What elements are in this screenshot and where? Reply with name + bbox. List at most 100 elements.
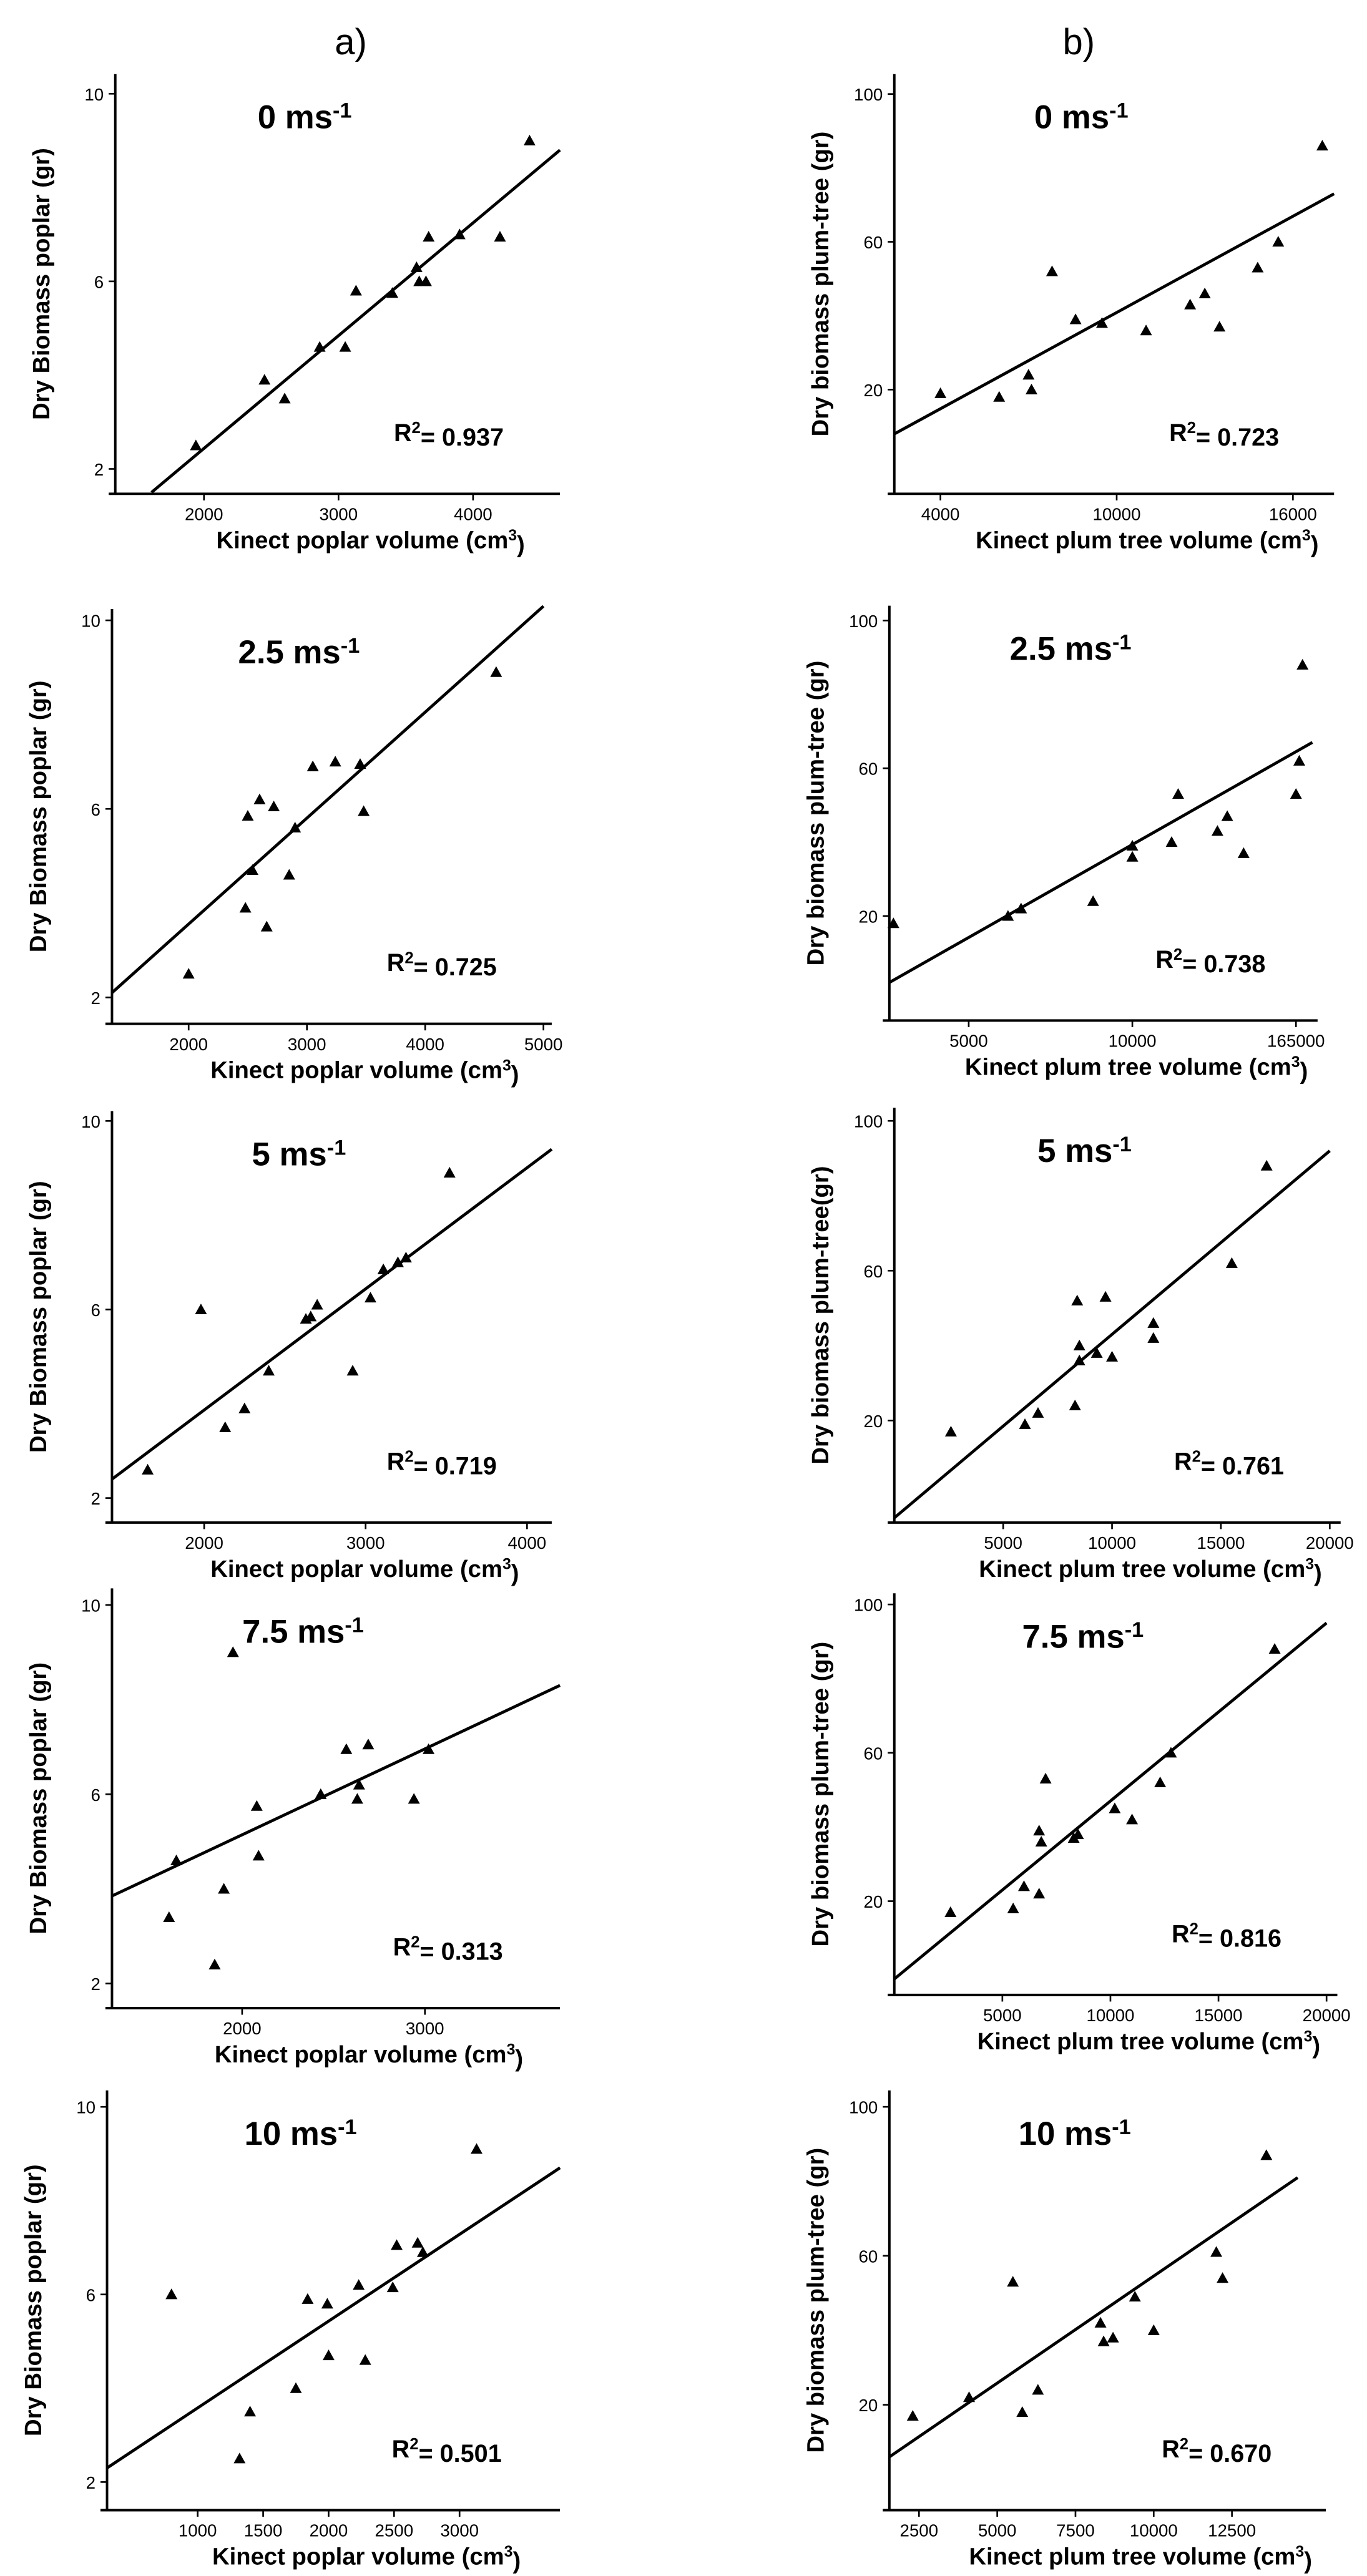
trend-line xyxy=(110,1148,553,1481)
y-tick-label: 2 xyxy=(94,460,104,479)
r2-annotation-part: = 0.313 xyxy=(420,1938,503,1966)
x-axis-label-part: 3 xyxy=(1304,2028,1313,2046)
y-tick-label: 10 xyxy=(81,1112,100,1131)
x-axis-label-part: Kinect plum tree volume (cm xyxy=(976,527,1302,554)
data-point xyxy=(353,2279,365,2290)
data-point xyxy=(142,1463,154,1475)
data-point xyxy=(391,2239,403,2250)
y-axis-label: Dry biomass plum-tree (gr) xyxy=(807,132,834,437)
data-point xyxy=(1217,2272,1229,2283)
chart-title-part: 7.5 ms xyxy=(1022,1618,1124,1655)
data-point xyxy=(1296,658,1309,670)
y-tick-label: 20 xyxy=(859,907,878,926)
data-point xyxy=(1087,895,1099,906)
data-point xyxy=(353,1778,365,1790)
data-point xyxy=(443,1166,456,1178)
x-tick-label: 10000 xyxy=(1086,2006,1134,2025)
x-axis-label-part: ) xyxy=(511,1560,519,1587)
r2-annotation-part: = 0.719 xyxy=(414,1452,497,1480)
data-point xyxy=(1260,2149,1273,2160)
data-point xyxy=(523,134,536,146)
chart-title: 10 ms-1 xyxy=(244,2115,356,2152)
data-point xyxy=(351,1793,363,1804)
data-point xyxy=(1026,383,1038,394)
x-tick-label: 1000 xyxy=(179,2521,217,2540)
data-point xyxy=(1017,1880,1030,1891)
chart-title-part: 0 ms xyxy=(258,99,333,136)
x-tick-label: 4000 xyxy=(406,1035,444,1054)
r2-annotation-part: R xyxy=(393,1934,411,1961)
data-point xyxy=(1022,369,1035,380)
y-axis-label: Dry Biomass poplar (gr) xyxy=(25,680,52,952)
x-tick-label: 2500 xyxy=(375,2521,414,2540)
y-axis-label: Dry Biomass poplar (gr) xyxy=(20,2164,47,2436)
data-point xyxy=(239,902,252,913)
r2-annotation-part: = 0.723 xyxy=(1196,424,1279,451)
r2-annotation-part: 2 xyxy=(1192,1448,1201,1466)
data-point xyxy=(247,864,259,876)
x-axis-label: Kinect poplar volume (cm3) xyxy=(212,2543,521,2574)
data-point xyxy=(1069,1399,1081,1410)
x-axis-label-part: 3 xyxy=(502,1555,511,1573)
data-point xyxy=(377,1263,390,1274)
x-axis-label-part: ) xyxy=(1312,2032,1320,2059)
chart-title: 5 ms-1 xyxy=(252,1136,346,1173)
x-axis-label-part: ) xyxy=(1304,2547,1312,2574)
x-axis-label-part: ) xyxy=(1311,531,1319,558)
data-point xyxy=(1109,1802,1121,1813)
data-point xyxy=(1126,1813,1139,1825)
data-point xyxy=(470,2143,483,2154)
y-axis-label: Dry biomass plum-tree (gr) xyxy=(807,1642,834,1947)
r2-annotation-part: R xyxy=(387,949,405,977)
x-tick-label: 10000 xyxy=(1088,1533,1136,1553)
data-point xyxy=(1090,1347,1103,1358)
data-point xyxy=(362,1739,375,1750)
data-point xyxy=(315,1788,327,1799)
x-axis-label-part: 3 xyxy=(1295,2543,1304,2560)
x-tick-label: 4000 xyxy=(454,505,492,524)
data-point xyxy=(1293,754,1305,766)
y-axis-label: Dry biomass plum-tree(gr) xyxy=(807,1166,834,1464)
x-axis-label: Kinect poplar volume (cm3) xyxy=(210,1555,519,1586)
x-axis-label: Kinect plum tree volume (cm3) xyxy=(979,1555,1322,1586)
data-point xyxy=(1129,2291,1141,2302)
x-tick-label: 2000 xyxy=(310,2521,348,2540)
y-tick-label: 2 xyxy=(91,988,100,1008)
data-point xyxy=(934,387,947,398)
trend-line xyxy=(893,1622,1328,1981)
x-tick-label: 3000 xyxy=(346,1533,385,1553)
data-point xyxy=(1268,1642,1281,1654)
r2-annotation-part: 2 xyxy=(1187,419,1196,437)
chart-title-part: -1 xyxy=(333,99,351,123)
data-point xyxy=(1210,2246,1223,2257)
data-point xyxy=(1290,788,1302,799)
r2-annotation-part: 2 xyxy=(1180,2436,1188,2453)
data-point xyxy=(1095,317,1108,328)
x-axis-label-part: 3 xyxy=(507,2041,516,2059)
r2-annotation: R2= 0.738 xyxy=(1155,946,1265,978)
y-tick-label: 60 xyxy=(863,233,883,252)
chart-title-part: -1 xyxy=(1109,99,1128,123)
data-point xyxy=(1032,2384,1044,2395)
y-tick-label: 100 xyxy=(849,2098,878,2117)
x-tick-label: 165000 xyxy=(1267,1032,1325,1051)
x-axis-label-part: Kinect plum tree volume (cm xyxy=(969,2544,1295,2570)
data-point xyxy=(1073,1354,1085,1365)
r2-annotation-part: = 0.501 xyxy=(419,2440,502,2467)
data-point xyxy=(1126,851,1139,862)
x-axis-label-part: Kinect plum tree volume (cm xyxy=(965,1053,1291,1080)
chart-title-part: -1 xyxy=(345,1613,363,1637)
chart-title-part: -1 xyxy=(338,2115,356,2139)
y-tick-label: 100 xyxy=(854,1596,883,1615)
y-axis-label: Dry Biomass poplar (gr) xyxy=(25,1662,52,1934)
y-tick-label: 60 xyxy=(863,1262,883,1281)
data-point xyxy=(1211,825,1223,836)
x-axis-label-part: 3 xyxy=(1305,1555,1314,1573)
data-point xyxy=(354,758,366,769)
x-axis-label-part: 3 xyxy=(504,2543,513,2560)
r2-annotation-part: R xyxy=(1162,2436,1180,2463)
trend-line xyxy=(888,741,1313,984)
data-point xyxy=(490,666,502,677)
data-point xyxy=(301,2293,314,2304)
r2-annotation-part: 2 xyxy=(1190,1921,1198,1938)
